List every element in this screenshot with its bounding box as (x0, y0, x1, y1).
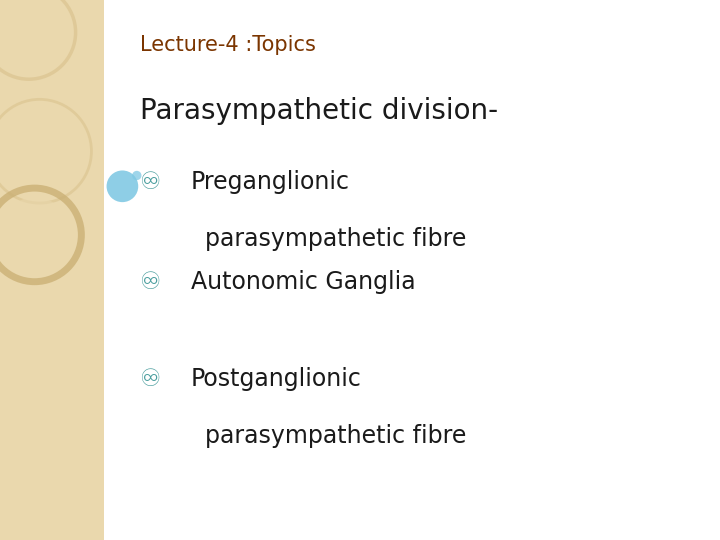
FancyBboxPatch shape (0, 0, 104, 540)
Text: Parasympathetic division-: Parasympathetic division- (140, 97, 498, 125)
Ellipse shape (107, 171, 138, 202)
Text: Postganglionic: Postganglionic (191, 367, 361, 391)
Text: ♾: ♾ (140, 270, 161, 294)
Ellipse shape (132, 171, 142, 180)
Text: Preganglionic: Preganglionic (191, 170, 350, 194)
Ellipse shape (0, 198, 72, 272)
Text: ♾: ♾ (140, 170, 161, 194)
Text: parasympathetic fibre: parasympathetic fibre (205, 424, 467, 448)
Text: parasympathetic fibre: parasympathetic fibre (205, 227, 467, 251)
Text: Lecture-4 :Topics: Lecture-4 :Topics (140, 35, 316, 55)
Text: ♾: ♾ (140, 367, 161, 391)
Text: Autonomic Ganglia: Autonomic Ganglia (191, 270, 415, 294)
